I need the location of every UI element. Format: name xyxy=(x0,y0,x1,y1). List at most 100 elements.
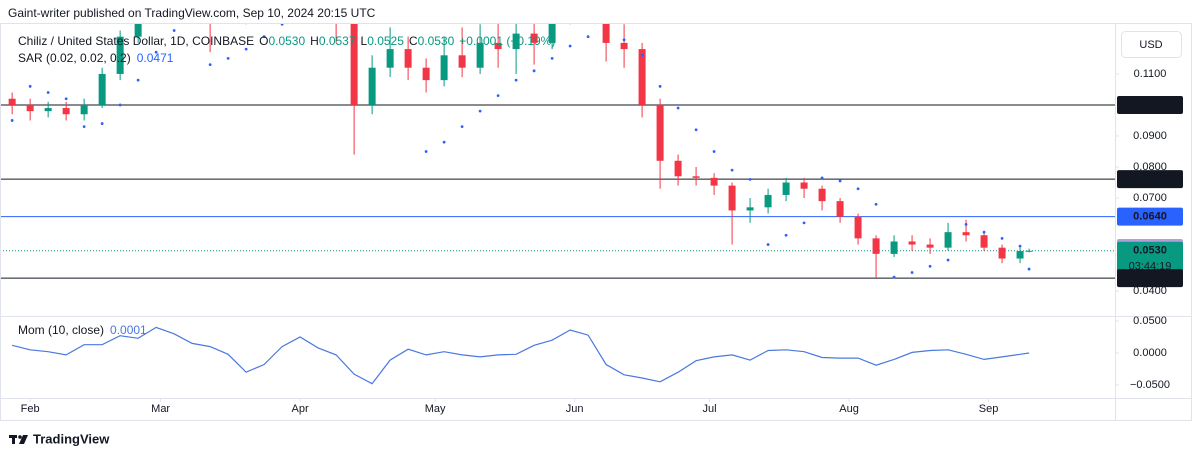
y-tick-label: 0.0400 xyxy=(1133,285,1167,297)
ohlc-value: 0.0537 xyxy=(319,34,356,48)
symbol-title: Chiliz / United States Dollar, 1D, COINB… xyxy=(18,34,254,48)
indicator-legend: Mom (10, close) 0.0001 xyxy=(18,323,147,337)
candle-body xyxy=(404,49,412,68)
candle-body xyxy=(782,182,790,195)
indicator-legend: SAR (0.02, 0.02, 0.2) 0.0471 xyxy=(18,51,174,65)
sar-dot xyxy=(82,125,86,129)
currency-button[interactable] xyxy=(1121,31,1182,58)
sar-dot xyxy=(262,35,266,39)
candle-body xyxy=(386,49,394,68)
sar-dot xyxy=(910,271,914,274)
candle-body xyxy=(350,24,358,105)
ohlc-key: H xyxy=(310,34,319,48)
sar-dot xyxy=(172,29,176,32)
candle-body xyxy=(962,232,970,236)
price-label: 0.0530 xyxy=(1133,245,1167,257)
candle-body xyxy=(692,176,700,178)
candle-body xyxy=(26,104,34,112)
sar-dot xyxy=(658,84,662,88)
x-tick-label: Jun xyxy=(566,403,584,415)
sar-dot xyxy=(100,122,104,125)
candle-body xyxy=(980,235,988,248)
sar-dot xyxy=(568,44,572,48)
candle-body xyxy=(80,104,88,115)
candle-body xyxy=(548,24,556,43)
candle-body xyxy=(368,67,376,105)
sar-dot xyxy=(1018,244,1022,248)
sar-dot xyxy=(28,84,32,88)
chart-frame xyxy=(0,23,1192,421)
candle-body xyxy=(44,108,52,112)
sar-dot xyxy=(154,50,158,54)
sar-dot xyxy=(208,63,212,67)
sar-dot xyxy=(766,243,770,246)
sar-dot xyxy=(802,221,806,225)
sar-dot xyxy=(748,178,752,181)
price-label: 0.1000 xyxy=(1133,99,1167,111)
candle-body xyxy=(116,36,124,74)
sar-dot xyxy=(928,264,932,268)
candle-body xyxy=(98,73,106,105)
price-label-box xyxy=(1117,241,1183,276)
ohlc-key: O xyxy=(259,34,268,48)
sar-dot xyxy=(64,97,68,101)
candle-body xyxy=(458,55,466,68)
price-label-box xyxy=(1117,269,1183,288)
sar-dot xyxy=(496,94,500,98)
candle-body xyxy=(656,104,664,161)
sar-dot xyxy=(460,125,464,129)
candle-body xyxy=(674,160,682,177)
candle-body xyxy=(476,42,484,68)
sar-dot xyxy=(964,223,968,226)
candle-body xyxy=(908,241,916,245)
sar-dot xyxy=(514,78,518,82)
y-tick-label: 0.0900 xyxy=(1133,130,1167,142)
candle-body xyxy=(926,244,934,248)
candle-body xyxy=(944,232,952,248)
x-tick-label: Mar xyxy=(151,403,170,415)
ohlc-value: 0.0525 xyxy=(367,34,404,48)
candle-body xyxy=(8,98,16,105)
indicator-name: Mom (10, close) xyxy=(18,323,104,337)
ohlc-value: 0.0530 xyxy=(268,34,305,48)
sar-dot xyxy=(280,24,284,26)
x-tick-label: Apr xyxy=(292,403,309,415)
sar-dot xyxy=(982,230,986,234)
ohlc-key: L xyxy=(361,34,368,48)
price-pane xyxy=(1,24,1115,279)
y-tick-label: 0.1100 xyxy=(1134,68,1167,80)
candle-body xyxy=(62,108,70,115)
sar-dot xyxy=(622,38,626,42)
x-tick-label: May xyxy=(425,403,446,415)
sar-dot xyxy=(226,57,230,60)
price-label: 0.0761 xyxy=(1133,173,1167,185)
candle-body xyxy=(710,177,718,186)
candle-body xyxy=(638,49,646,105)
candle-body xyxy=(746,207,754,211)
sar-dot xyxy=(532,69,536,73)
sar-dot xyxy=(838,179,842,183)
candle-body xyxy=(818,188,826,202)
candle-body xyxy=(854,216,862,239)
candle-body xyxy=(440,55,448,81)
sar-dot xyxy=(676,106,680,110)
candle-body xyxy=(1025,250,1033,252)
candle-body xyxy=(620,42,628,50)
candle-body xyxy=(836,201,844,217)
candle-body xyxy=(1016,251,1024,259)
symbol-legend: Chiliz / United States Dollar, 1D, COINB… xyxy=(18,34,555,48)
sar-dot xyxy=(784,233,788,237)
y-tick-label: 0.0500 xyxy=(1133,315,1167,327)
currency-label[interactable]: USD xyxy=(1139,39,1162,51)
candle-body xyxy=(728,185,736,211)
indicator-name: SAR (0.02, 0.02, 0.2) xyxy=(18,51,131,65)
sar-dot xyxy=(946,258,950,262)
sar-dot xyxy=(820,176,824,180)
sar-dot xyxy=(586,35,590,39)
x-tick-label: Sep xyxy=(979,403,999,415)
sar-dot xyxy=(424,150,428,153)
y-tick-label: 0.0800 xyxy=(1133,161,1167,173)
sar-dot xyxy=(1027,267,1031,271)
